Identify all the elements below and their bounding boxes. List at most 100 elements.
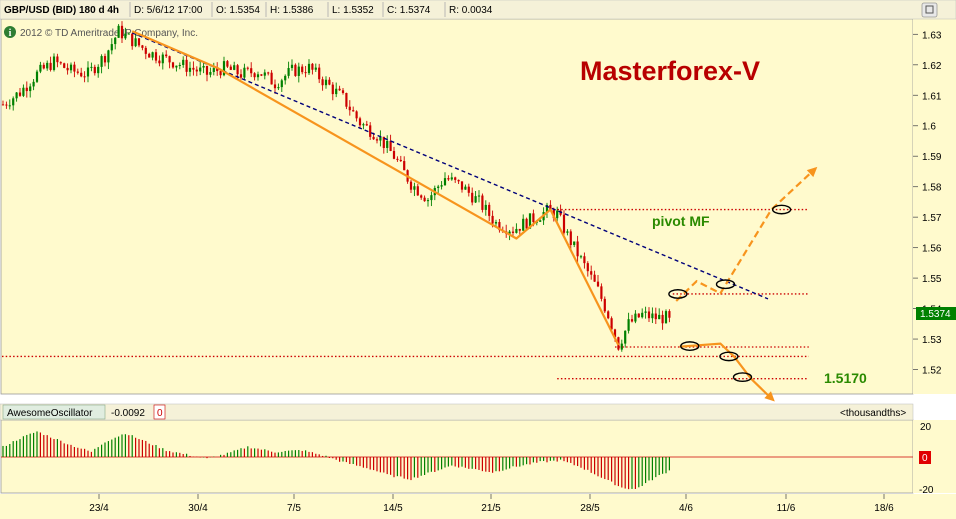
candle-body	[600, 286, 603, 299]
candle-body	[345, 92, 348, 107]
candle-body	[596, 281, 600, 287]
candle-body	[358, 118, 362, 126]
candle-body	[148, 53, 151, 58]
osc-name-box[interactable]	[2, 404, 106, 420]
candle-body	[25, 87, 28, 92]
osc-units: <thousandths>	[840, 408, 906, 419]
price-axis-label: 1.53	[922, 335, 942, 346]
copyright-text: 2012 © TD Ameritrade IP Company, Inc.	[20, 28, 198, 39]
candle-body	[644, 311, 647, 313]
candle-body	[267, 72, 270, 74]
candle-body	[539, 220, 542, 222]
candle-body	[450, 177, 453, 180]
osc-value: -0.0092	[111, 408, 145, 419]
candle-body	[437, 186, 440, 188]
candle-body	[192, 67, 195, 70]
candle-body	[301, 66, 304, 73]
candle-body	[474, 196, 477, 203]
osc-axis-zero: 0	[922, 453, 928, 464]
candle-body	[620, 343, 623, 350]
osc-name[interactable]: AwesomeOscillator	[7, 408, 93, 419]
wave-zigzag	[131, 30, 620, 346]
candle-body	[426, 200, 430, 202]
candle-body	[103, 56, 107, 63]
candle-body	[583, 256, 586, 264]
candle-body	[518, 228, 521, 231]
candle-body	[641, 312, 644, 318]
candle-body	[396, 158, 399, 160]
candle-body	[318, 67, 321, 80]
candle-body	[63, 63, 66, 68]
candle-body	[49, 62, 52, 70]
header-field: C: 1.5374	[387, 5, 431, 16]
price-axis-label: 1.59	[922, 152, 942, 163]
candle-body	[280, 80, 283, 88]
header-field: H: 1.5386	[270, 5, 314, 16]
candle-body	[664, 311, 668, 324]
osc-title-bar	[0, 403, 914, 421]
candle-body	[365, 124, 368, 126]
candle-body	[76, 71, 79, 73]
candle-body	[39, 64, 42, 72]
candle-body	[263, 72, 266, 76]
candle-body	[131, 33, 134, 47]
candle-body	[324, 79, 328, 86]
candle-body	[630, 319, 634, 322]
candle-body	[389, 140, 392, 151]
candle-body	[613, 329, 617, 338]
candle-body	[335, 88, 338, 95]
price-axis-label: 1.63	[922, 30, 942, 41]
candle-body	[392, 150, 396, 159]
candle-body	[352, 110, 355, 112]
candle-body	[8, 105, 11, 107]
osc-axis-top: 20	[920, 422, 932, 433]
candle-body	[80, 72, 83, 77]
candle-body	[141, 45, 144, 48]
pivot-label: pivot MF	[652, 213, 710, 229]
candle-body	[573, 241, 576, 245]
candle-body	[236, 65, 239, 75]
candle-body	[304, 72, 307, 74]
scenario-arrow-head	[806, 166, 818, 178]
candle-body	[250, 68, 253, 74]
candle-body	[52, 56, 56, 70]
candle-body	[120, 25, 124, 39]
candle-body	[32, 81, 35, 87]
osc-zero-marker	[919, 451, 931, 464]
candle-body	[362, 124, 365, 126]
candle-body	[182, 59, 185, 66]
candle-body	[491, 215, 494, 224]
last-price-marker	[916, 307, 956, 320]
candle-body	[161, 54, 164, 64]
window-button[interactable]	[921, 2, 938, 18]
info-icon-glyph: i	[9, 28, 12, 39]
scenario-arrow-head	[764, 391, 775, 402]
candle-body	[270, 72, 273, 85]
time-axis-label: 14/5	[383, 503, 403, 514]
header-field: D: 5/6/12 17:00	[134, 5, 203, 16]
candle-body	[423, 197, 426, 202]
time-axis-label: 30/4	[188, 503, 208, 514]
candle-body	[413, 186, 416, 190]
candle-body	[114, 37, 117, 45]
oscillator-bars	[2, 431, 671, 490]
candle-body	[18, 92, 22, 96]
candle-body	[277, 87, 280, 89]
time-axis-label: 23/4	[89, 503, 109, 514]
candle-body	[273, 84, 277, 89]
candle-body	[382, 136, 385, 148]
candle-body	[403, 161, 406, 171]
price-axis-label: 1.57	[922, 213, 942, 224]
candle-body	[168, 56, 171, 63]
candle-body	[73, 64, 76, 72]
candle-body	[634, 313, 637, 322]
osc-zero-box	[153, 404, 166, 420]
candle-body	[22, 87, 25, 96]
price-axis-label: 1.6	[922, 122, 936, 133]
osc-zero-value: 0	[157, 408, 163, 419]
symbol-label[interactable]: GBP/USD (BID) 180 d 4h	[4, 5, 119, 16]
candle-body	[195, 69, 198, 72]
candle-body	[165, 54, 168, 57]
info-icon[interactable]	[4, 26, 16, 38]
